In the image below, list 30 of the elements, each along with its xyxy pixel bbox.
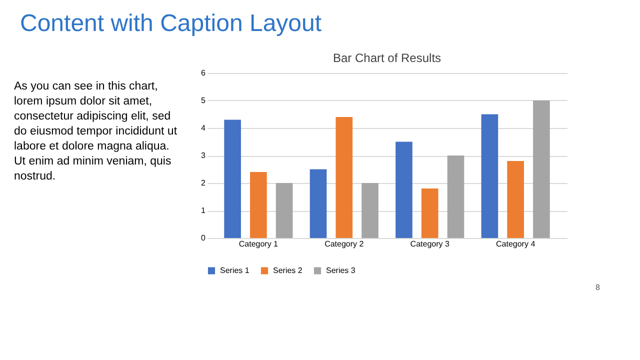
bar — [362, 183, 378, 238]
y-tick-label: 4 — [201, 124, 206, 132]
x-tick-label: Category 3 — [410, 240, 450, 248]
text: Content with Caption Layout — [20, 10, 322, 37]
bar — [481, 114, 498, 238]
y-tick-label: 1 — [201, 206, 206, 215]
bar — [396, 142, 412, 238]
bar — [250, 172, 267, 238]
y-tick-label: 2 — [201, 178, 206, 188]
bar — [447, 156, 464, 238]
legend-label: Series 3 — [326, 266, 356, 275]
x-tick-label: Category 1 — [238, 240, 279, 248]
bar — [310, 169, 327, 238]
bar — [224, 120, 241, 238]
legend-label: Series 1 — [220, 266, 250, 275]
bar — [533, 100, 550, 238]
x-tick-label: Category 4 — [496, 240, 536, 248]
chart-title: Bar Chart of Results — [332, 51, 442, 65]
bar — [507, 161, 524, 238]
bar — [336, 117, 353, 238]
y-tick-label: 0 — [201, 234, 206, 242]
text: As you can see in this chart, lorem ipsum dolor sit amet, consectetur adipiscing elit, sed do eiusmod tempor incididunt ut labore et dolore magna aliqua. Ut enim ad minim veniam, quis nostrud. — [14, 80, 178, 182]
bar — [421, 188, 438, 238]
y-tick-label: 6 — [201, 68, 206, 78]
text: 8 — [596, 283, 601, 292]
y-tick-label: 5 — [201, 96, 206, 105]
y-tick-label: 3 — [201, 151, 206, 160]
bar — [276, 183, 293, 238]
legend-label: Series 2 — [273, 266, 303, 275]
x-tick-label: Category 2 — [324, 240, 364, 248]
